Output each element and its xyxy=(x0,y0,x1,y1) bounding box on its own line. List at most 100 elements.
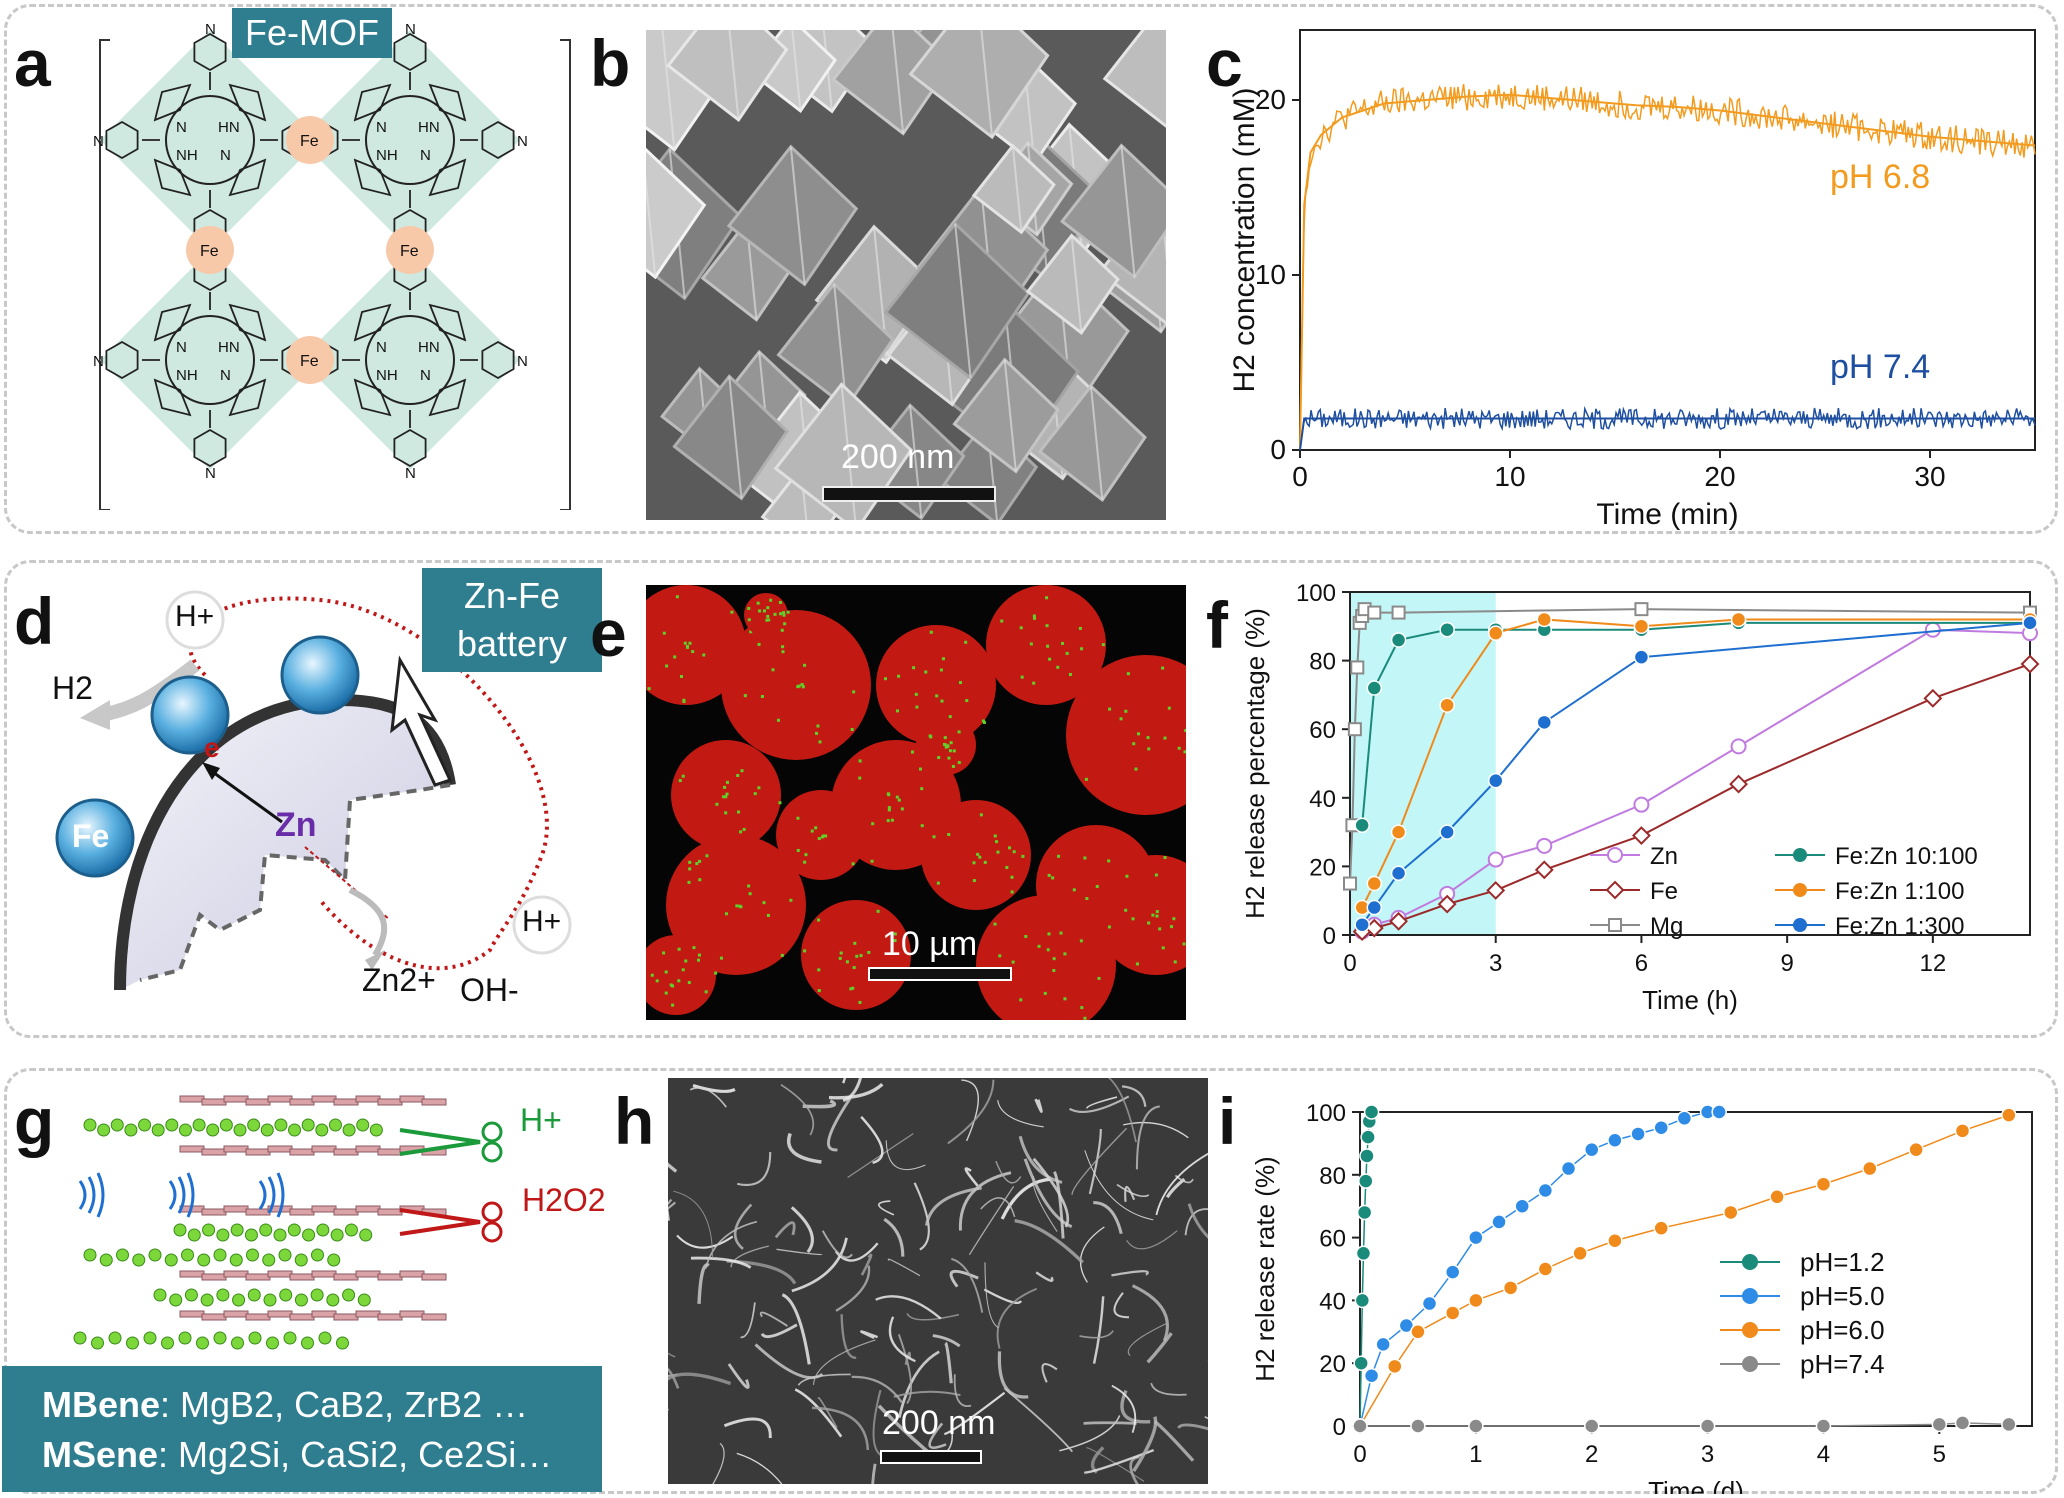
zn-dot xyxy=(688,641,692,645)
y-tick-label: 0 xyxy=(1270,434,1286,465)
boride-sheet xyxy=(355,1310,381,1318)
x-tick-label: 20 xyxy=(1704,461,1735,492)
zn-dot xyxy=(867,950,871,954)
zn-dot xyxy=(814,826,818,830)
nanosheet-fiber xyxy=(1034,1098,1043,1113)
chart-f: 0 3 6 9 12 0 20 40 60 80 100 Time (h) H2 release per… xyxy=(1240,580,2040,1015)
zn-dot xyxy=(940,699,944,703)
zn-dot xyxy=(662,951,666,955)
wave-icon xyxy=(276,1172,285,1218)
boride-sheet xyxy=(267,1095,293,1103)
zn-dot xyxy=(1061,641,1065,645)
zn-dot xyxy=(1158,927,1162,931)
metal-atom xyxy=(148,1248,162,1262)
zn-dot xyxy=(810,829,814,833)
particle xyxy=(976,895,1116,1020)
chart-i: 0 1 2 3 4 5 0 20 40 60 80 100 Time (d) H2 release rat… xyxy=(1250,1100,2033,1494)
zn-dot xyxy=(1047,932,1051,936)
n-label: N xyxy=(376,119,387,136)
pyridyl-n-label: N xyxy=(93,353,104,370)
zn-dot xyxy=(1132,742,1136,746)
crystal-edge xyxy=(1011,145,1023,233)
zn-dot xyxy=(1147,747,1151,751)
zn-dot xyxy=(1163,856,1167,860)
data-point xyxy=(1723,1204,1739,1221)
porphyrin-tile xyxy=(100,250,320,470)
zn-dot xyxy=(1032,616,1036,620)
data-point xyxy=(1908,1141,1924,1158)
nanosheet-fiber xyxy=(812,1339,876,1385)
zn-dot xyxy=(783,622,787,626)
octahedron-crystal xyxy=(831,30,953,136)
boride-sheet xyxy=(333,1208,359,1216)
zn-dot xyxy=(1063,997,1067,1001)
boride-sheet xyxy=(201,1098,227,1106)
nanosheet-fiber xyxy=(951,1257,984,1313)
data-point xyxy=(1391,605,1406,620)
zn-dot xyxy=(1107,925,1111,929)
boride-sheet xyxy=(377,1313,403,1321)
zn-dot xyxy=(677,979,681,983)
zn-dot xyxy=(817,968,821,972)
nanosheet-fiber xyxy=(668,1367,680,1389)
zn-dot xyxy=(949,741,953,745)
data-point xyxy=(1676,1110,1693,1127)
zn-dot xyxy=(789,898,793,902)
zn-dot xyxy=(887,806,891,810)
x-tick-label: 0 xyxy=(1353,1441,1366,1468)
zn-dot xyxy=(1097,976,1101,980)
zn-dot xyxy=(947,833,951,837)
zn2-label: Zn2+ xyxy=(362,962,436,998)
y-tick-label: 0 xyxy=(1333,1414,1346,1441)
nanosheet-fiber xyxy=(947,1079,995,1145)
zn-dot xyxy=(817,837,821,841)
data-point xyxy=(1536,837,1553,854)
nanosheet-fiber xyxy=(984,1262,999,1329)
legend-label: Fe:Zn 1:100 xyxy=(1835,878,1964,905)
data-point xyxy=(1954,1415,1971,1431)
zn-dot xyxy=(914,692,918,696)
zn-dot xyxy=(1024,934,1028,938)
zn-dot xyxy=(756,601,760,605)
nanosheet-fiber xyxy=(668,1198,676,1210)
legend-marker xyxy=(1742,1322,1758,1338)
metal-atom xyxy=(328,1118,342,1132)
y-tick-label: 60 xyxy=(1319,1226,1346,1253)
zn-dot xyxy=(1063,952,1067,956)
metal-atom xyxy=(216,1228,230,1242)
zn-dot xyxy=(697,953,701,957)
zn-dot xyxy=(724,912,728,916)
nanosheet-fiber xyxy=(913,1182,930,1251)
porphyrin-ring xyxy=(165,315,255,405)
panel-label-f: f xyxy=(1206,588,1228,662)
zn-dot xyxy=(1125,874,1129,878)
zn-dot xyxy=(735,904,739,908)
zn-dot xyxy=(972,879,976,883)
pyridyl-n-label: N xyxy=(205,465,216,482)
panel-a-structure: NHNNHNNNNNNHNNHNNNNNNHNNHNNNNNNHNNHNNNNN… xyxy=(80,10,580,511)
nanosheet-fiber xyxy=(740,1302,756,1339)
sem-image-h: 200 nm xyxy=(668,1078,1208,1484)
nanosheet-fiber xyxy=(875,1295,942,1320)
x-axis-label: Time (min) xyxy=(1596,498,1738,531)
nanosheet-fiber xyxy=(958,1171,1012,1231)
nanosheet-fiber xyxy=(1071,1127,1128,1195)
metal-atom xyxy=(108,1331,122,1345)
series-noise xyxy=(1299,405,2036,451)
mbene-list: : MgB2, CaB2, ZrB2 … xyxy=(160,1384,529,1425)
zn-dot xyxy=(778,600,782,604)
zn-dot xyxy=(1163,736,1167,740)
data-point xyxy=(1537,1261,1554,1277)
legend-label: pH=7.4 xyxy=(1800,1349,1885,1379)
metal-atom xyxy=(259,1223,273,1237)
zn-dot xyxy=(684,959,688,963)
metal-atom xyxy=(202,1223,216,1237)
row-3-frame xyxy=(4,1068,2058,1494)
data-point xyxy=(1769,1189,1785,1205)
crystal-edge xyxy=(646,174,657,278)
nanosheet-fiber xyxy=(797,1373,851,1386)
zn-dot xyxy=(912,666,916,670)
nanosheet-fiber xyxy=(759,1311,788,1327)
x-tick-label: 3 xyxy=(1701,1441,1714,1468)
data-point xyxy=(1468,1418,1484,1434)
